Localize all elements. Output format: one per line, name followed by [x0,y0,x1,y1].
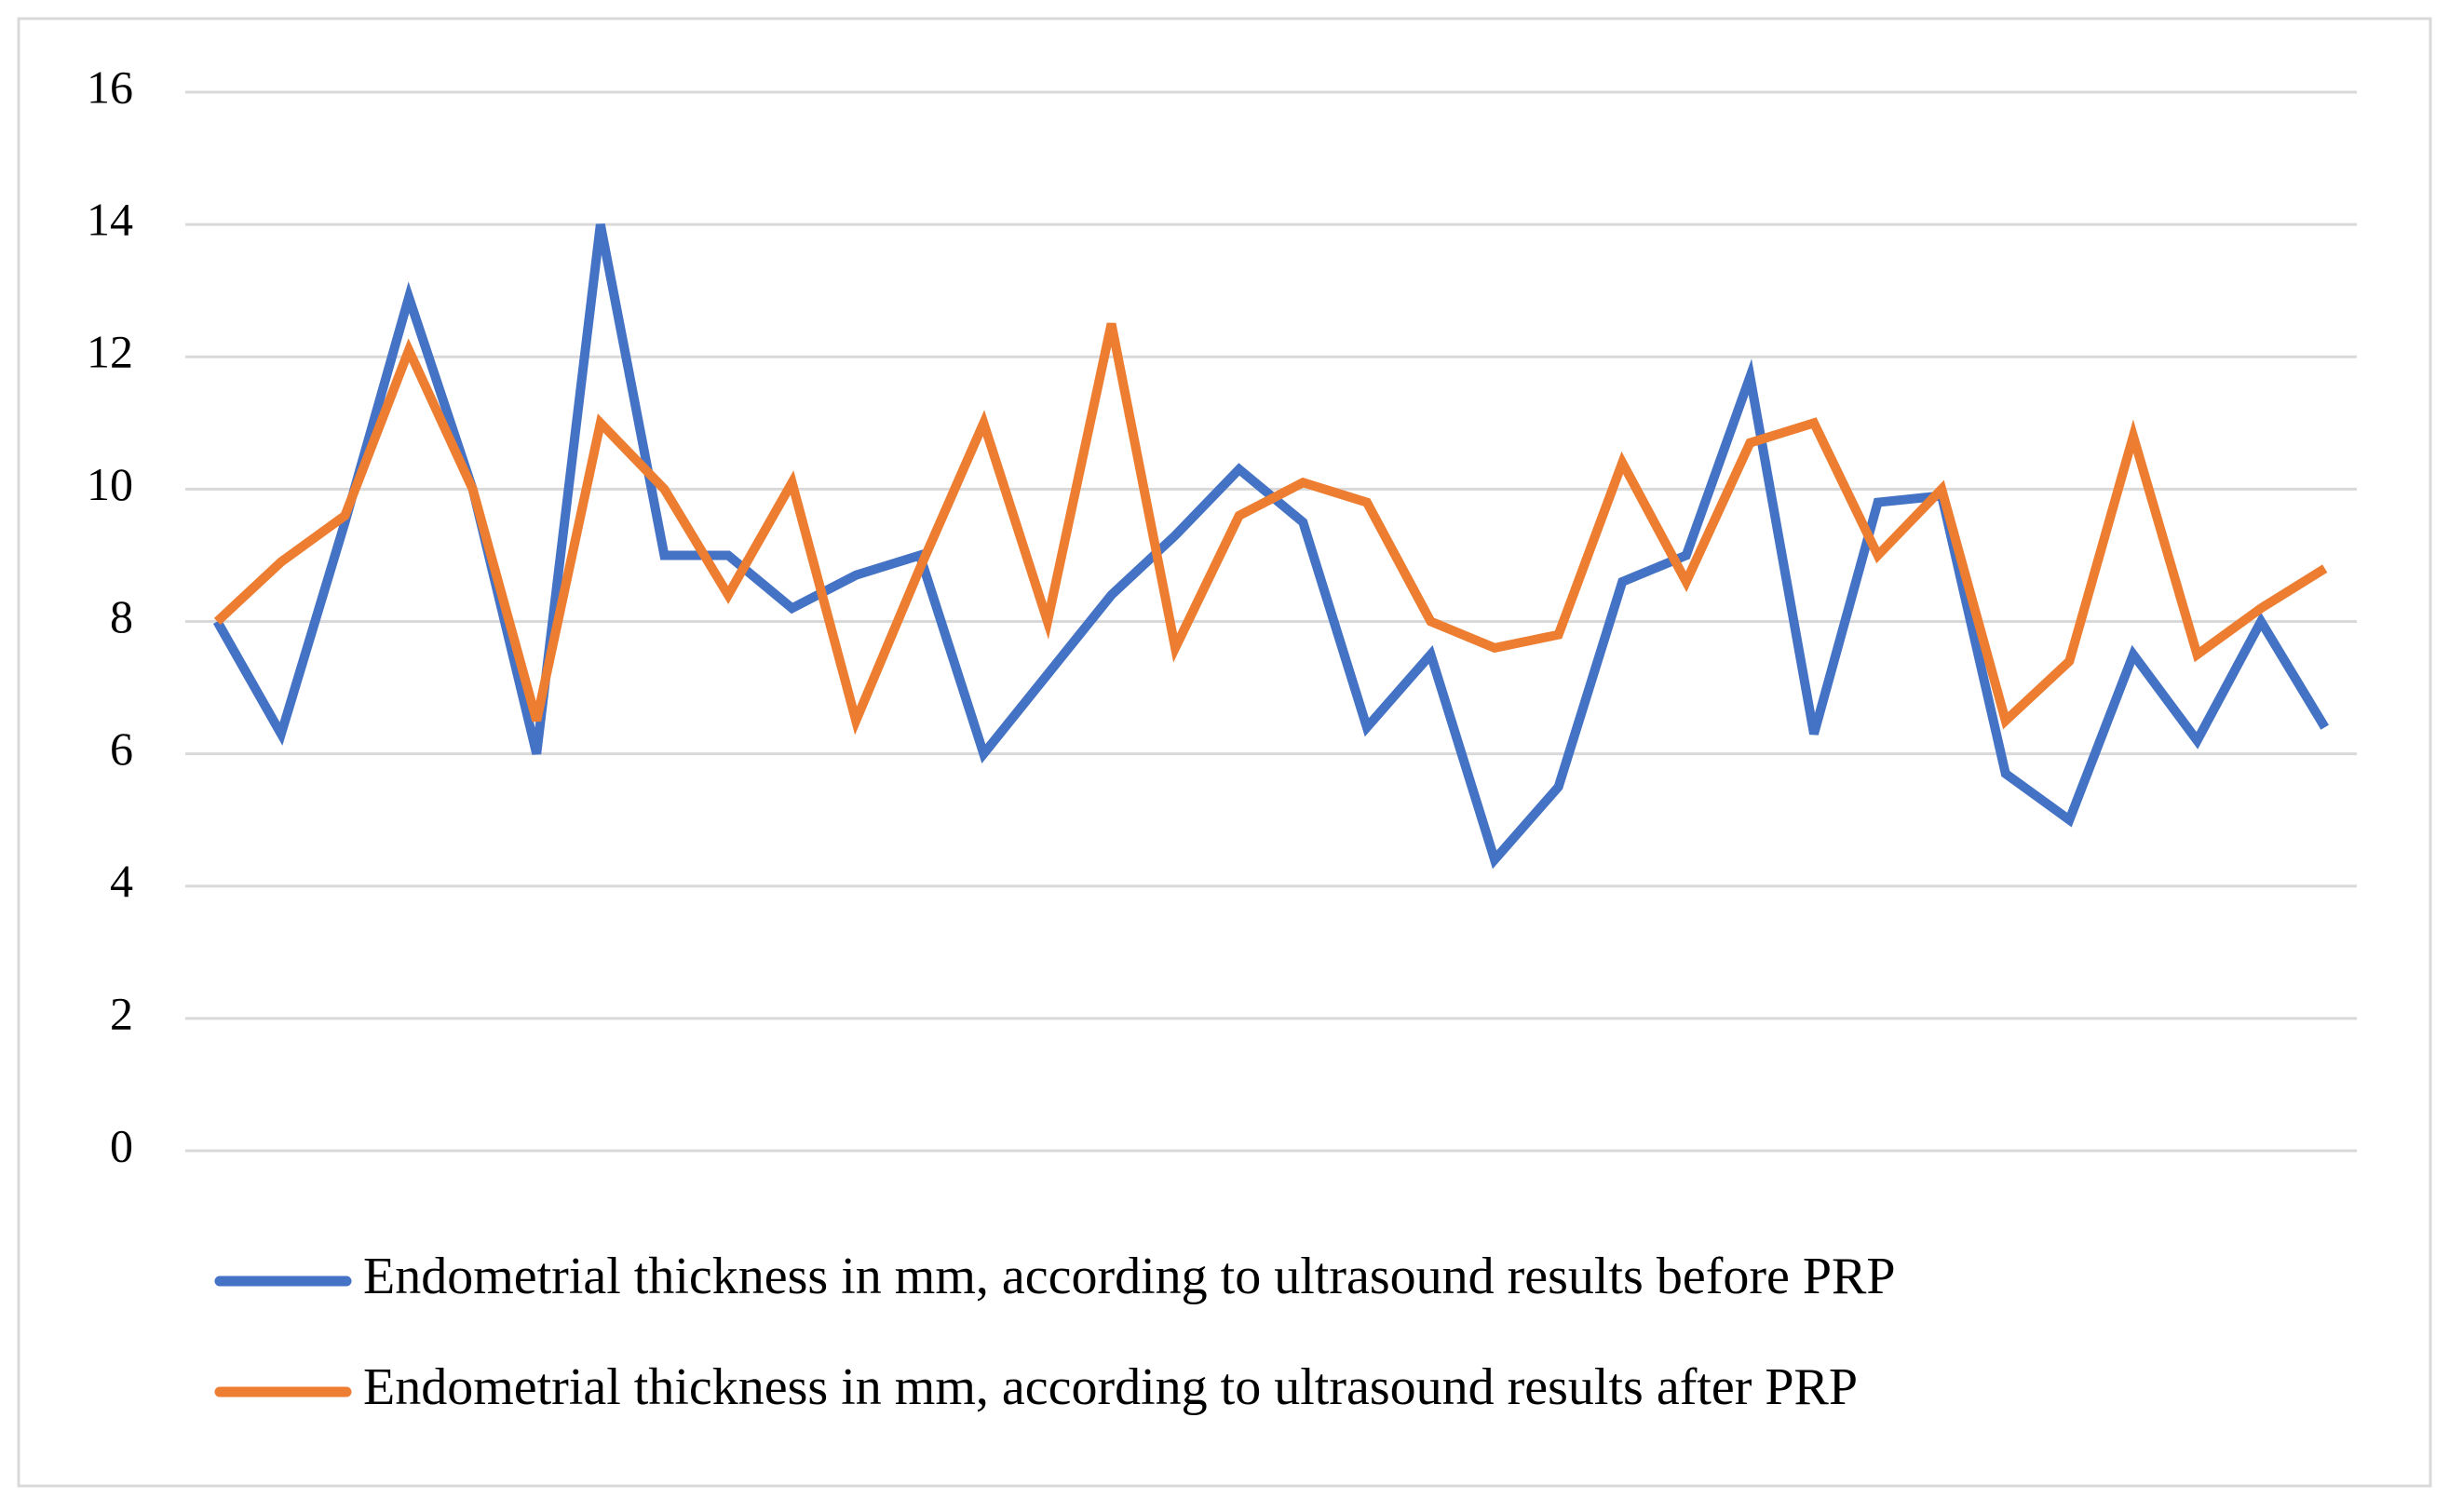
y-tick-label: 6 [110,722,133,775]
legend-label: Endometrial thickness in mm, according t… [363,1358,1858,1416]
y-tick-label: 14 [87,194,133,246]
legend-label: Endometrial thickness in mm, according t… [363,1248,1896,1305]
y-tick-label: 2 [110,987,133,1039]
chart-frame [17,17,2432,1488]
y-tick-label: 10 [87,458,133,510]
y-tick-label: 12 [87,326,133,378]
y-tick-label: 4 [110,855,133,907]
y-tick-label: 8 [110,590,133,642]
y-tick-label: 16 [87,61,133,113]
series-line [213,322,2328,736]
y-tick-label: 0 [110,1119,133,1171]
